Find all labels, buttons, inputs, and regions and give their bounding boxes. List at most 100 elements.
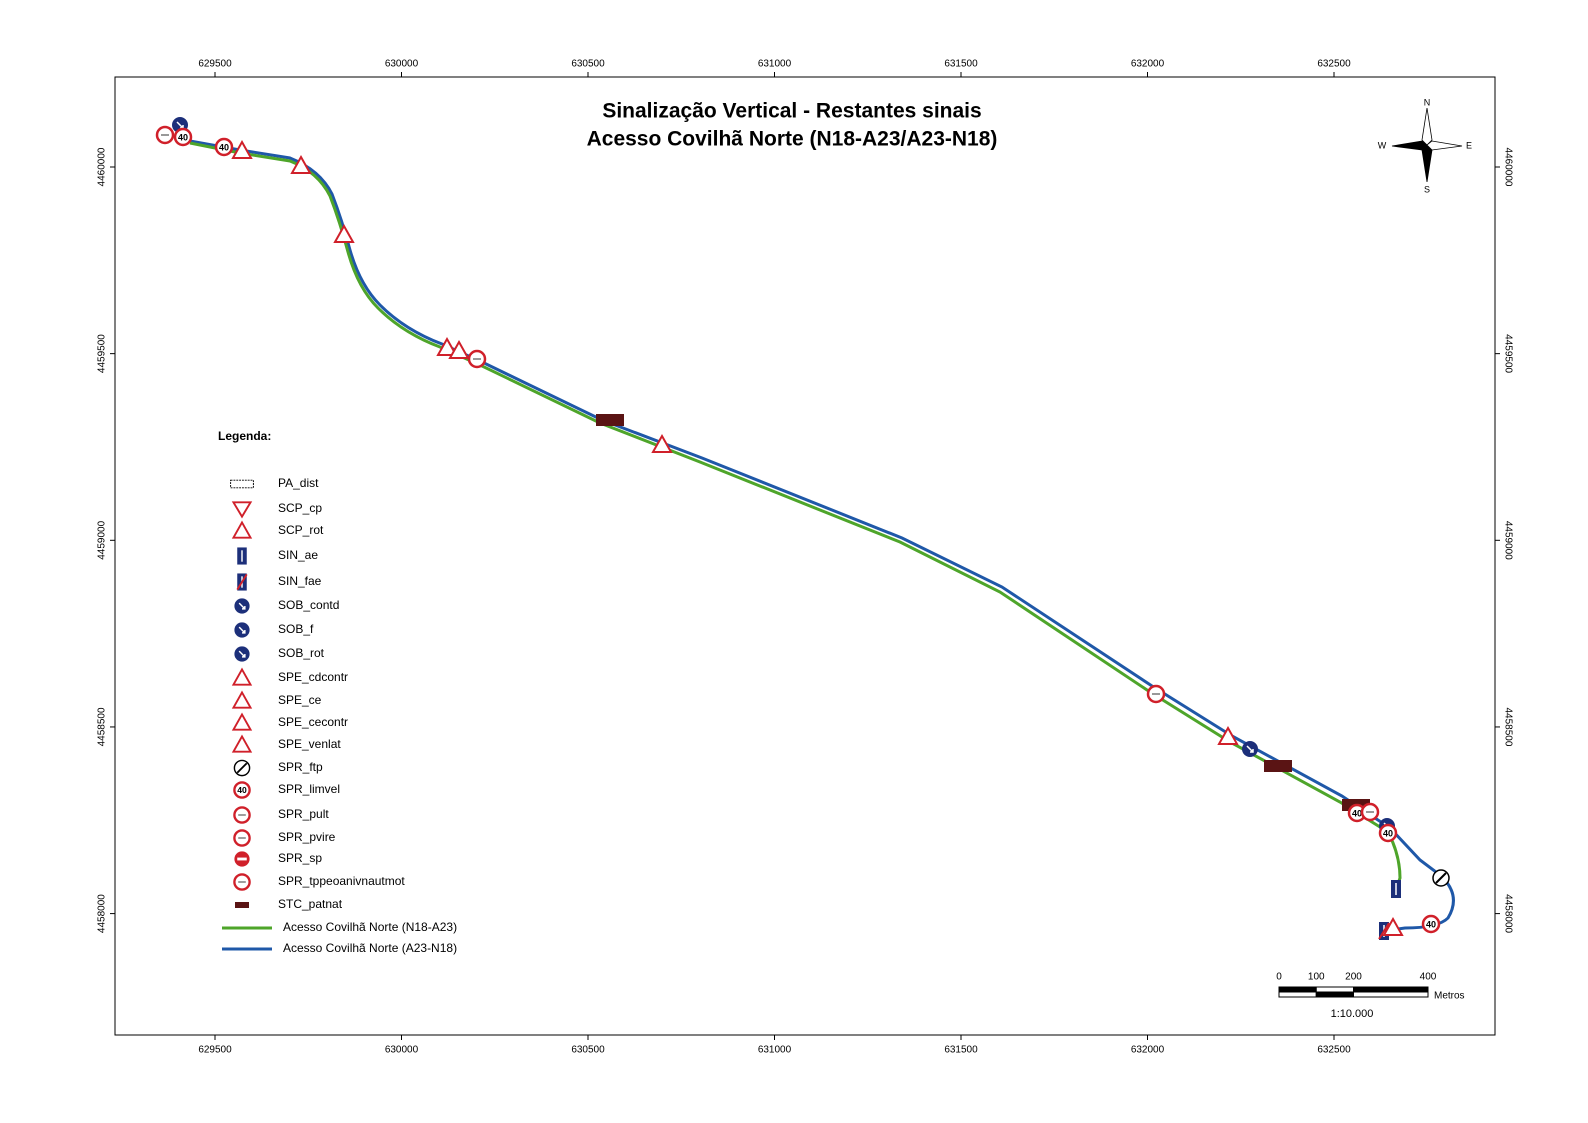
legend-label: STC_patnat [278,897,343,911]
x-tick-label: 632000 [1131,59,1165,70]
legend-label: SPR_ftp [278,760,323,774]
sign-shape [436,336,458,356]
map-sign: 40 [173,127,193,147]
sign-label: 40 [178,132,188,142]
map-sign [231,139,253,159]
sign-shape [238,626,246,634]
legend-icon [234,598,250,614]
scale-segment [1353,986,1429,993]
compass-n: N [1424,97,1431,107]
sign-shape [231,712,253,731]
scale-label: 200 [1345,972,1362,983]
legend-icon [231,667,253,686]
x-tick-label: 632500 [1317,1045,1351,1056]
x-tick-label: 630000 [385,59,419,70]
sign-shape [596,414,624,426]
sign-label: 40 [1426,919,1436,929]
sign-shape [233,781,251,799]
sign-label: 40 [219,142,229,152]
sign-shape [231,734,253,753]
legend-label: SOB_contd [278,598,339,612]
y-tick-label: 4459500 [1502,334,1513,373]
x-tick-label: 630000 [385,1045,419,1056]
map-sign [436,336,458,356]
map-sign [1242,741,1258,757]
legend-icon [237,547,247,565]
sign-shape [290,154,312,174]
legend-label: SPE_venlat [278,737,341,751]
legend-icon [231,690,253,709]
scale-segment [1315,986,1354,993]
y-tick-label: 4459000 [97,520,108,559]
legend-icon [231,501,253,519]
y-tick-label: 4459500 [97,334,108,373]
sign-shape [214,137,234,157]
sign-shape [448,339,470,359]
map-sign [290,154,312,174]
legend-label: SPR_pvire [278,830,336,844]
x-tick-label: 629500 [198,59,232,70]
sign-shape [1382,916,1404,936]
map-sign [1382,916,1404,936]
legend-label: SOB_rot [278,646,325,660]
map-sign [651,433,673,453]
map-sign [333,223,355,243]
legend-icon [236,573,248,591]
scale-segment [1353,991,1429,998]
legend-icon [234,646,250,662]
route-a23-n18 [173,123,1455,933]
map-sign [1264,760,1292,772]
x-tick-label: 631000 [758,1045,792,1056]
legend-label: SPE_cecontr [278,715,348,729]
sign-shape [1421,914,1441,934]
legend-label: SOB_f [278,622,314,636]
sign-shape [1217,725,1239,745]
sign-shape [1246,745,1254,753]
legend-icon [233,759,251,777]
x-tick-label: 631000 [758,59,792,70]
x-tick-label: 630500 [571,1045,605,1056]
legend-icon [233,806,251,824]
sign-shape [236,762,248,774]
legend-icon [230,479,254,489]
legend-icon [233,873,251,891]
x-tick-label: 632000 [1131,1045,1165,1056]
legend-label: SPE_cdcontr [278,670,348,684]
legend-icon [231,734,253,753]
scale-segment [1278,986,1317,993]
legend-label: PA_dist [278,476,319,490]
legend-label: SPE_ce [278,693,322,707]
y-tick-label: 4458500 [97,707,108,746]
map-sign [448,339,470,359]
sign-shape [231,501,253,519]
sign-shape [231,667,253,686]
legend-label: SPR_limvel [278,782,340,796]
sign-shape [236,573,248,591]
legend-label: SCP_rot [278,523,324,537]
scale-ratio: 1:10.000 [1331,1008,1374,1020]
legend-icon [235,902,249,908]
map-sign: 40 [1378,823,1398,843]
scale-unit: Metros [1434,991,1465,1002]
sign-shape [231,690,253,709]
map-sign [596,414,624,426]
map-sign: 40 [214,137,234,157]
map-sign [1217,725,1239,745]
map-title: Sinalização Vertical - Restantes sinais [602,100,981,123]
legend-title: Legenda: [218,429,271,443]
legend-label: SIN_ae [278,548,318,562]
sign-shape [1264,760,1292,772]
sign-shape [237,857,247,861]
legend-icon [231,712,253,731]
legend-label: SPR_pult [278,807,329,821]
legend-icon [234,622,250,638]
sign-shape [1378,823,1398,843]
map-sign [1391,880,1401,898]
map-sign [1146,684,1166,704]
sign-shape [651,433,673,453]
map-subtitle: Acesso Covilhã Norte (N18-A23/A23-N18) [587,128,998,151]
scale-label: 100 [1308,972,1325,983]
scale-label: 0 [1276,972,1282,983]
legend-label: SCP_cp [278,501,322,515]
sign-shape [238,650,246,658]
